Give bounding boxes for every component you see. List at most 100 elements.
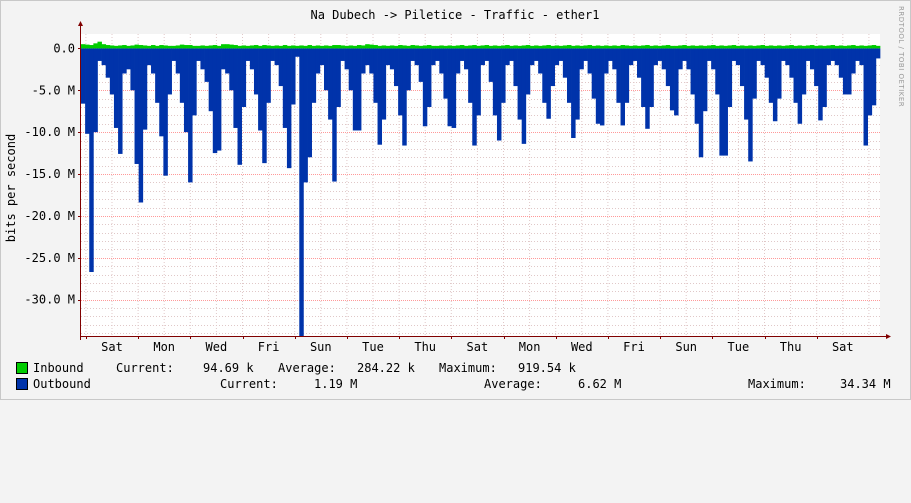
inbound-bar: [764, 45, 770, 49]
inbound-bar: [303, 45, 308, 49]
outbound-bar: [237, 48, 242, 165]
inbound-bar: [851, 45, 856, 49]
outbound-bar: [221, 48, 226, 70]
outbound-bar: [377, 48, 383, 145]
outbound-bar: [632, 48, 638, 61]
outbound-bar: [340, 48, 345, 61]
inbound-bar: [814, 45, 819, 49]
outbound-bar: [649, 48, 654, 108]
outbound-bar: [459, 48, 465, 61]
outbound-bar: [406, 48, 411, 91]
inbound-bar: [756, 45, 761, 49]
inbound-bar: [93, 43, 98, 49]
inbound-bar: [340, 45, 345, 49]
inbound-bar: [731, 45, 737, 49]
inbound-bar: [690, 45, 696, 49]
outbound-bar: [183, 48, 189, 133]
inbound-bar: [142, 45, 148, 49]
outbound-average-label: Average:: [484, 377, 542, 391]
inbound-bar: [521, 45, 527, 49]
inbound-bar: [513, 45, 518, 49]
inbound-bar: [682, 45, 687, 49]
x-tick-label: Mon: [519, 340, 541, 354]
outbound-bar: [175, 48, 181, 74]
inbound-bar: [459, 45, 465, 49]
outbound-bar: [348, 48, 354, 91]
outbound-bar: [361, 48, 366, 74]
outbound-bar: [562, 48, 568, 78]
inbound-bar: [389, 45, 395, 49]
inbound-bar: [698, 45, 704, 49]
inbound-bar: [719, 45, 724, 49]
inbound-bar: [159, 45, 164, 49]
outbound-bar: [814, 48, 819, 87]
outbound-bar: [809, 48, 815, 70]
outbound-bar: [134, 48, 140, 164]
inbound-bar: [122, 45, 127, 49]
outbound-bar: [665, 48, 671, 87]
outbound-bar: [286, 48, 292, 169]
inbound-bar: [146, 45, 152, 49]
outbound-bar: [385, 48, 391, 66]
outbound-bar: [151, 48, 156, 74]
inbound-bar: [863, 45, 868, 49]
outbound-bar: [851, 48, 856, 74]
chart-title: Na Dubech -> Piletice - Traffic - ether1: [311, 8, 600, 22]
outbound-bar: [719, 48, 724, 156]
inbound-bar: [517, 45, 523, 49]
inbound-bar: [657, 45, 663, 49]
outbound-bar: [138, 48, 144, 203]
inbound-current-value: 94.69 k: [203, 361, 254, 375]
inbound-bar: [529, 45, 535, 49]
outbound-bar: [501, 48, 506, 103]
outbound-bar: [838, 48, 844, 78]
outbound-bar: [398, 48, 403, 116]
outbound-bar: [604, 48, 609, 74]
inbound-label: Inbound: [33, 361, 84, 375]
outbound-current-label: Current:: [220, 377, 278, 391]
outbound-maximum-value: 34.34 M: [840, 377, 891, 391]
outbound-bar: [863, 48, 868, 146]
inbound-bar: [447, 45, 453, 49]
inbound-bar: [443, 45, 448, 49]
outbound-bar: [225, 48, 230, 74]
outbound-bar: [764, 48, 770, 78]
inbound-bar: [361, 45, 366, 49]
inbound-bar: [171, 45, 177, 49]
x-axis-arrow: [886, 334, 891, 339]
outbound-bar: [702, 48, 708, 112]
inbound-bar: [385, 45, 391, 49]
x-tick-label: Tue: [362, 340, 384, 354]
x-tick-label: Sun: [675, 340, 697, 354]
outbound-bar: [513, 48, 518, 87]
inbound-bar: [809, 45, 815, 49]
outbound-bar: [216, 48, 222, 151]
inbound-bar: [637, 45, 642, 49]
inbound-bar: [307, 45, 312, 49]
outbound-bar: [282, 48, 288, 128]
x-tick-label: Thu: [780, 340, 802, 354]
inbound-bar: [801, 45, 807, 49]
inbound-bar: [608, 45, 613, 49]
inbound-bar: [534, 45, 539, 49]
outbound-bar: [830, 48, 836, 61]
inbound-bar: [278, 45, 284, 49]
inbound-bar: [579, 45, 584, 49]
inbound-bar: [595, 45, 601, 49]
inbound-bar: [130, 45, 135, 49]
outbound-bar: [678, 48, 683, 70]
inbound-bar: [118, 45, 123, 49]
outbound-bar: [373, 48, 378, 103]
inbound-bar: [842, 45, 848, 49]
outbound-bar: [690, 48, 696, 95]
inbound-bar: [711, 45, 716, 49]
inbound-bar: [155, 45, 160, 49]
outbound-bar: [278, 48, 284, 87]
outbound-bar: [781, 48, 786, 61]
outbound-bar: [464, 48, 469, 70]
inbound-swatch: [16, 362, 28, 374]
outbound-bar: [262, 48, 267, 164]
inbound-bar: [311, 45, 317, 49]
outbound-bar: [529, 48, 535, 66]
inbound-bar: [616, 45, 621, 49]
